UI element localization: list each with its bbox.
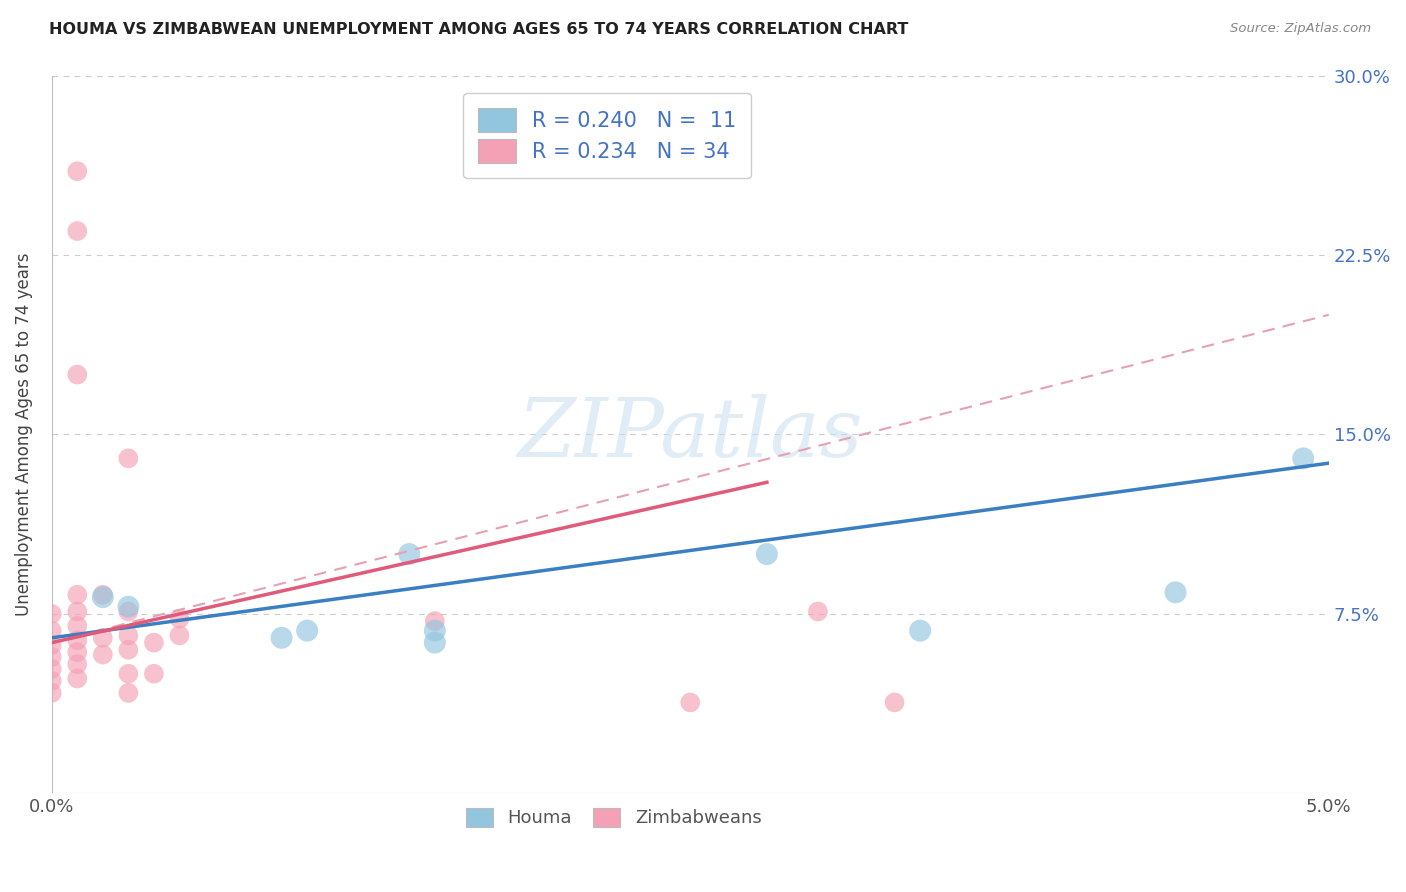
Point [1292, 451, 1315, 466]
Point [423, 635, 446, 649]
Point [295, 624, 318, 638]
Point [66, 645, 89, 659]
Point [41, 650, 63, 665]
Point [117, 628, 139, 642]
Point [169, 612, 191, 626]
Point [66, 619, 89, 633]
Point [66, 588, 89, 602]
Point [41, 624, 63, 638]
Point [908, 624, 931, 638]
Point [755, 547, 778, 561]
Point [66, 368, 89, 382]
Point [66, 164, 89, 178]
Point [1164, 585, 1187, 599]
Point [398, 547, 420, 561]
Point [91, 590, 114, 604]
Point [66, 672, 89, 686]
Point [117, 599, 139, 614]
Point [270, 631, 292, 645]
Point [883, 695, 905, 709]
Point [41, 607, 63, 621]
Point [66, 605, 89, 619]
Point [117, 666, 139, 681]
Point [41, 673, 63, 688]
Point [41, 686, 63, 700]
Y-axis label: Unemployment Among Ages 65 to 74 years: Unemployment Among Ages 65 to 74 years [15, 252, 32, 616]
Point [91, 588, 114, 602]
Point [66, 224, 89, 238]
Point [423, 614, 446, 628]
Point [117, 605, 139, 619]
Point [423, 624, 446, 638]
Point [117, 451, 139, 466]
Point [142, 635, 165, 649]
Point [169, 628, 191, 642]
Point [41, 638, 63, 652]
Text: Source: ZipAtlas.com: Source: ZipAtlas.com [1230, 22, 1371, 36]
Text: ZIPatlas: ZIPatlas [517, 394, 863, 475]
Point [91, 648, 114, 662]
Point [142, 666, 165, 681]
Point [91, 631, 114, 645]
Point [66, 633, 89, 648]
Point [117, 686, 139, 700]
Point [66, 657, 89, 672]
Legend: Houma, Zimbabweans: Houma, Zimbabweans [458, 801, 769, 835]
Point [117, 642, 139, 657]
Point [679, 695, 702, 709]
Text: HOUMA VS ZIMBABWEAN UNEMPLOYMENT AMONG AGES 65 TO 74 YEARS CORRELATION CHART: HOUMA VS ZIMBABWEAN UNEMPLOYMENT AMONG A… [49, 22, 908, 37]
Point [41, 662, 63, 676]
Point [807, 605, 830, 619]
